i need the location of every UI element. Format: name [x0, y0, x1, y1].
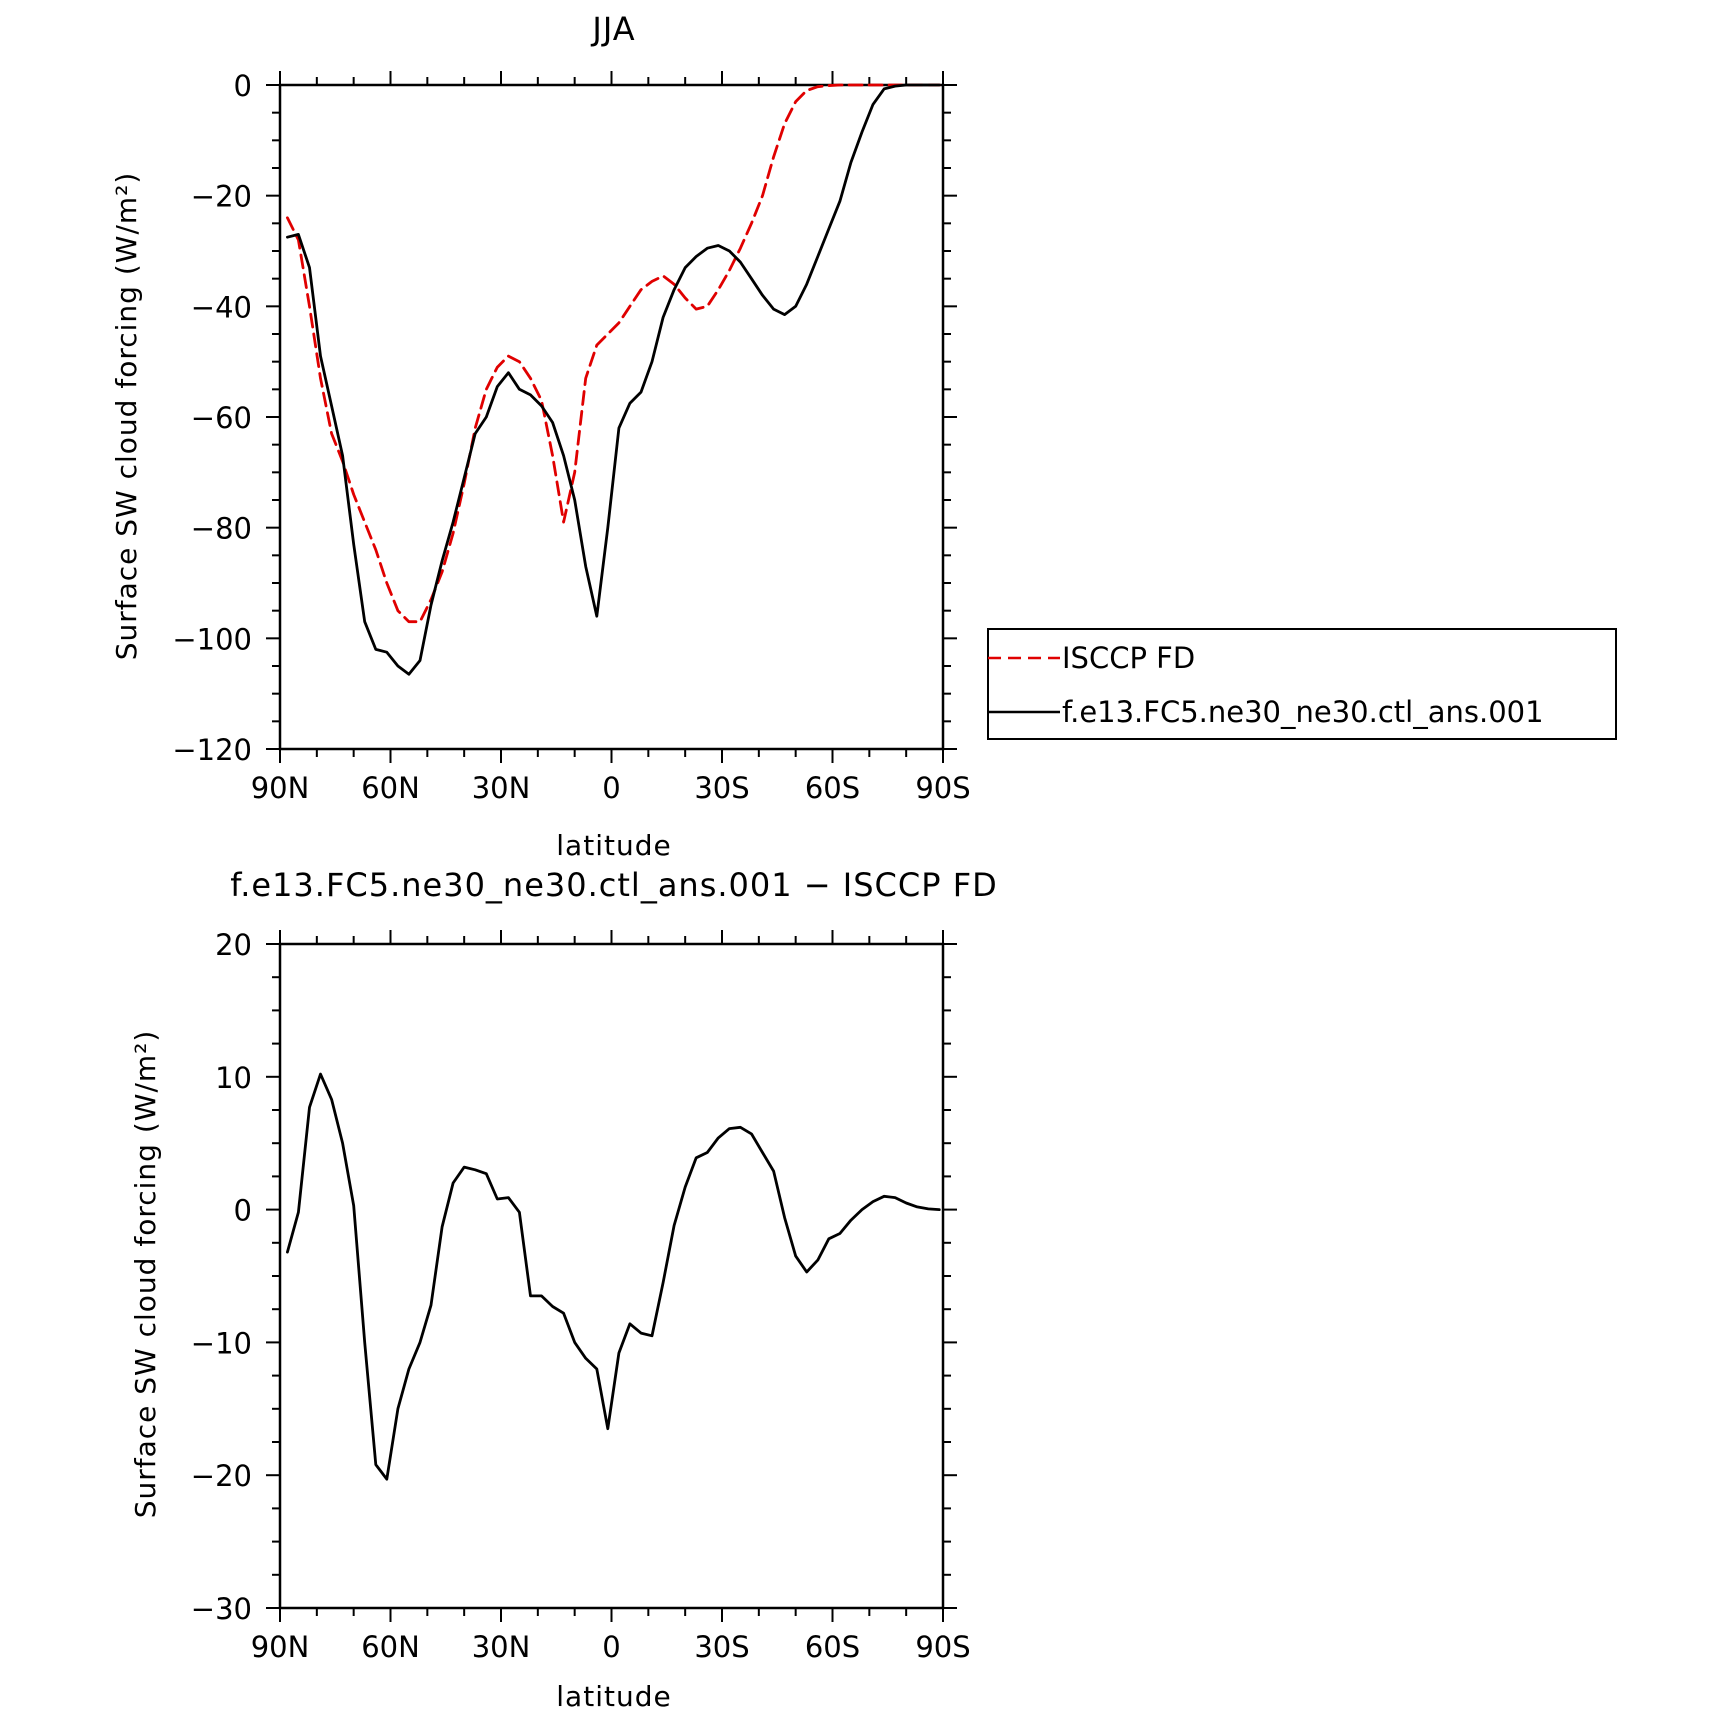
bottom-x-tick-label: 60N [361, 1630, 420, 1664]
top-y-tick-label: −120 [172, 733, 252, 767]
bottom-x-tick-label: 30S [694, 1630, 749, 1664]
top-y-tick-label: −80 [191, 512, 252, 546]
bottom-y-tick-label: −20 [191, 1459, 252, 1493]
top-y-tick-label: −60 [191, 401, 252, 435]
bottom-x-axis-label: latitude [556, 1680, 671, 1713]
top-plot-area: 90N 60N 30N 0 30S 60S 90S 0 −20 −40 −60 −80 −100 −120 [172, 69, 970, 805]
top-x-tick-label: 60S [805, 771, 860, 805]
legend-box [987, 628, 1617, 740]
top-x-tick-label: 90N [251, 771, 310, 805]
legend-label-model: f.e13.FC5.ne30_ne30.ctl_ans.001 [1062, 695, 1544, 729]
bottom-chart-title: f.e13.FC5.ne30_ne30.ctl_ans.001 − ISCCP … [230, 866, 997, 904]
top-x-tick-label: 60N [361, 771, 420, 805]
top-x-tick-label: 30N [472, 771, 531, 805]
bottom-plot-area: 90N 60N 30N 0 30S 60S 90S 20 10 0 −10 −20 −30 [191, 928, 971, 1664]
top-chart-title: JJA [590, 10, 635, 48]
bottom-y-tick-label: 10 [215, 1061, 252, 1095]
top-x-tick-label: 90S [915, 771, 970, 805]
bottom-y-tick-label: −10 [191, 1326, 252, 1360]
bottom-y-tick-label: 20 [215, 928, 252, 962]
top-legend: ISCCP FD f.e13.FC5.ne30_ne30.ctl_ans.001 [987, 628, 1617, 740]
bottom-x-tick-label: 30N [472, 1630, 531, 1664]
legend-label-isccp: ISCCP FD [1062, 641, 1195, 675]
top-y-tick-label: 0 [234, 69, 252, 103]
bottom-y-axis-label: Surface SW cloud forcing (W/m²) [129, 1030, 162, 1519]
bottom-plot-frame [278, 942, 945, 1610]
top-x-tick-label: 0 [602, 771, 620, 805]
top-y-tick-label: −40 [191, 290, 252, 324]
top-y-tick-label: −100 [172, 622, 252, 656]
bottom-x-tick-label: 60S [805, 1630, 860, 1664]
bottom-x-tick-label: 90S [915, 1630, 970, 1664]
top-x-tick-label: 30S [694, 771, 749, 805]
top-x-axis-label: latitude [556, 829, 671, 862]
top-y-tick-label: −20 [191, 180, 252, 214]
bottom-x-tick-label: 0 [602, 1630, 620, 1664]
top-series-line-0 [285, 83, 941, 624]
top-series-line-1 [285, 83, 941, 676]
bottom-x-tick-label: 90N [251, 1630, 310, 1664]
top-panel: JJA 90N 60N 30N 0 30S 60S 90S 0 −20 −40 −60 −80 −100… [110, 10, 1617, 862]
bottom-y-tick-label: −30 [191, 1592, 252, 1626]
bottom-series-line-0 [285, 1072, 941, 1481]
bottom-y-tick-label: 0 [234, 1194, 252, 1228]
top-y-axis-label: Surface SW cloud forcing (W/m²) [110, 172, 143, 661]
bottom-panel: f.e13.FC5.ne30_ne30.ctl_ans.001 − ISCCP … [129, 866, 997, 1713]
